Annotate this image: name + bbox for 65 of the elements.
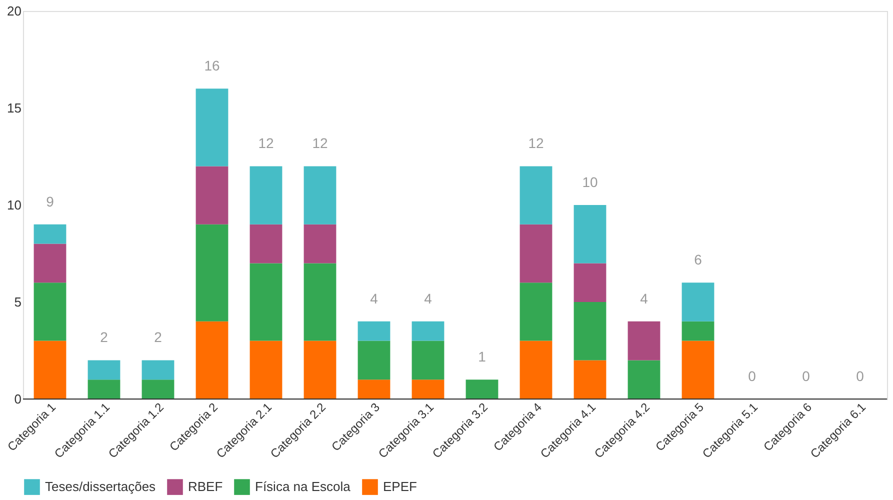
total-label: 0 <box>748 368 756 384</box>
total-label: 4 <box>424 290 432 306</box>
bar <box>574 302 606 360</box>
y-tick-label: 0 <box>14 392 22 406</box>
bar <box>250 166 282 224</box>
bar <box>358 340 390 380</box>
bar <box>88 380 120 399</box>
bar <box>682 321 714 341</box>
bar <box>520 224 552 283</box>
bar <box>250 263 282 341</box>
legend-label: EPEF <box>383 479 418 494</box>
total-label: 1 <box>478 348 486 365</box>
bar <box>682 282 714 322</box>
legend-label: Física na Escola <box>255 479 352 494</box>
bar <box>250 224 282 264</box>
y-tick-label: 15 <box>7 100 22 116</box>
total-label: 12 <box>312 135 328 152</box>
total-label: 0 <box>802 368 810 384</box>
bar <box>196 166 228 224</box>
bar <box>34 282 66 341</box>
bar <box>304 224 336 264</box>
bar <box>142 380 174 399</box>
bar <box>304 340 336 399</box>
bar <box>466 380 498 399</box>
bar <box>520 340 552 399</box>
total-label: 2 <box>154 329 162 346</box>
total-label: 4 <box>640 290 648 306</box>
bar <box>358 380 390 399</box>
y-tick-label: 10 <box>7 198 22 212</box>
total-label: 10 <box>582 174 598 190</box>
bar <box>358 321 390 341</box>
bar <box>412 321 444 341</box>
total-label: 4 <box>370 290 378 306</box>
bar <box>196 224 228 322</box>
total-label: 12 <box>528 135 544 152</box>
bar <box>682 340 714 399</box>
legend-label: RBEF <box>188 479 223 494</box>
bar <box>574 360 606 399</box>
bar <box>520 166 552 224</box>
total-label: 16 <box>204 58 220 74</box>
bar <box>196 88 228 166</box>
legend-label: Teses/dissertações <box>45 479 156 494</box>
bar <box>34 224 66 244</box>
bar <box>142 360 174 380</box>
bar <box>574 263 606 302</box>
bar <box>412 340 444 380</box>
bar <box>628 360 660 399</box>
bar <box>304 263 336 341</box>
total-label: 0 <box>856 368 864 384</box>
total-label: 12 <box>258 135 274 152</box>
y-tick-label: 5 <box>14 294 22 310</box>
bar <box>520 282 552 341</box>
bar <box>250 340 282 399</box>
bar <box>88 360 120 380</box>
bar <box>34 340 66 399</box>
bar <box>304 166 336 224</box>
bar <box>412 380 444 399</box>
total-label: 6 <box>694 252 702 268</box>
bar <box>628 321 660 360</box>
bar <box>574 205 606 264</box>
total-label: 2 <box>100 329 108 346</box>
y-tick-label: 20 <box>7 4 22 18</box>
bar <box>196 321 228 399</box>
bar <box>34 244 66 283</box>
total-label: 9 <box>46 193 54 210</box>
